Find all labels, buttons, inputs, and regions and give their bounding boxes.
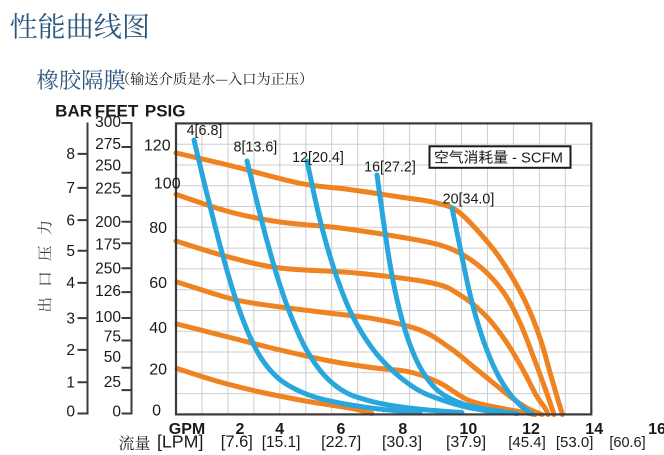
svg-text:[60.6]: [60.6] <box>609 435 645 451</box>
svg-text:275: 275 <box>95 136 121 153</box>
svg-text:PSIG: PSIG <box>145 102 186 121</box>
svg-text:100: 100 <box>95 309 121 326</box>
svg-text:[30.3]: [30.3] <box>382 434 422 451</box>
svg-text:60: 60 <box>149 275 167 292</box>
svg-text:75: 75 <box>104 329 121 346</box>
svg-text:40: 40 <box>149 320 167 337</box>
svg-text:[53.0]: [53.0] <box>556 434 594 451</box>
svg-text:4: 4 <box>66 275 75 292</box>
svg-text:- SCFM: - SCFM <box>512 151 563 167</box>
svg-text:300: 300 <box>95 114 121 131</box>
svg-text:[45.4]: [45.4] <box>508 434 546 451</box>
svg-text:120: 120 <box>144 137 171 154</box>
svg-text:[7.6]: [7.6] <box>221 433 253 451</box>
svg-text:0: 0 <box>112 403 121 420</box>
svg-text:25: 25 <box>104 374 121 391</box>
svg-text:2: 2 <box>236 421 245 438</box>
svg-text:20: 20 <box>149 361 167 378</box>
svg-text:4: 4 <box>275 421 284 438</box>
svg-text:225: 225 <box>95 181 121 198</box>
svg-text:2: 2 <box>66 342 75 359</box>
svg-text:16[27.2]: 16[27.2] <box>364 160 416 176</box>
svg-text:100: 100 <box>154 176 181 193</box>
svg-text:50: 50 <box>104 349 122 366</box>
svg-text:200: 200 <box>95 214 121 231</box>
svg-text:4[6.8]: 4[6.8] <box>187 123 223 139</box>
svg-text:250: 250 <box>95 158 121 175</box>
svg-text:175: 175 <box>95 237 121 254</box>
svg-text:16: 16 <box>648 421 664 438</box>
svg-text:250: 250 <box>95 260 121 277</box>
svg-text:[37.9]: [37.9] <box>446 434 486 451</box>
svg-text:1: 1 <box>66 374 75 391</box>
svg-text:8: 8 <box>66 146 75 163</box>
svg-text:7: 7 <box>66 180 75 197</box>
svg-text:GPM: GPM <box>169 421 205 438</box>
svg-text:6: 6 <box>66 212 75 229</box>
svg-text:14: 14 <box>585 421 603 438</box>
svg-text:BAR: BAR <box>55 102 92 121</box>
svg-text:10: 10 <box>460 421 478 438</box>
svg-text:80: 80 <box>149 220 167 237</box>
svg-text:12: 12 <box>522 421 540 438</box>
svg-text:FEET: FEET <box>95 102 139 121</box>
svg-text:20[34.0]: 20[34.0] <box>443 192 495 208</box>
svg-text:6: 6 <box>337 421 346 438</box>
svg-text:3: 3 <box>66 310 75 327</box>
svg-text:12[20.4]: 12[20.4] <box>292 150 344 166</box>
svg-text:[15.1]: [15.1] <box>262 434 301 451</box>
svg-text:8: 8 <box>398 421 407 438</box>
svg-text:8[13.6]: 8[13.6] <box>234 140 278 156</box>
svg-text:0: 0 <box>152 403 161 420</box>
svg-text:0: 0 <box>66 403 75 420</box>
svg-text:5: 5 <box>66 243 75 260</box>
svg-text:[LPM]: [LPM] <box>157 432 203 452</box>
svg-text:126: 126 <box>95 283 121 300</box>
svg-text:[22.7]: [22.7] <box>321 434 361 451</box>
